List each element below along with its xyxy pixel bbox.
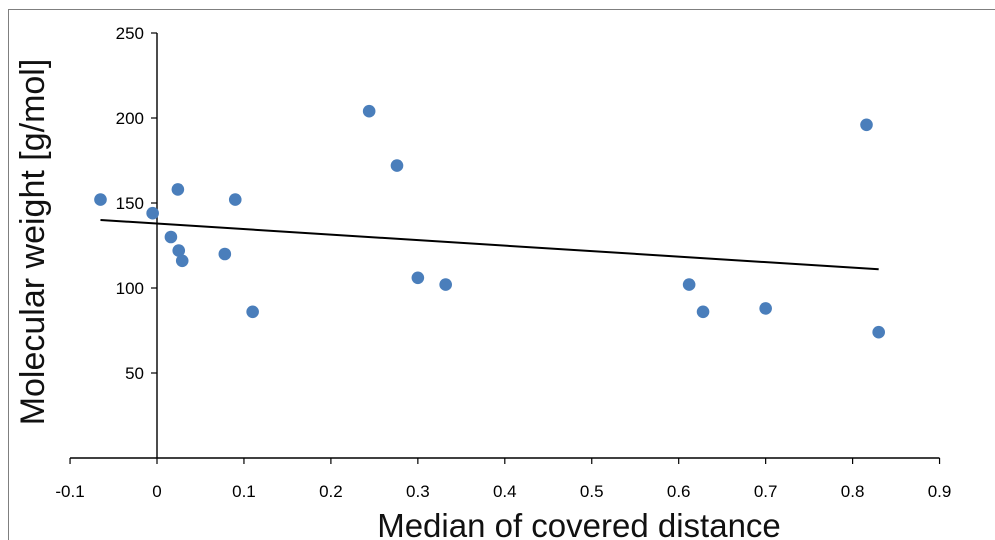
data-point bbox=[172, 244, 186, 257]
x-tick-label: 0.9 bbox=[928, 482, 952, 501]
data-point bbox=[175, 254, 189, 268]
data-point bbox=[860, 118, 873, 132]
chart-frame bbox=[8, 9, 995, 540]
data-point bbox=[94, 193, 107, 206]
data-points bbox=[94, 104, 885, 339]
y-axis-title: Molecular weight [g/mol] bbox=[14, 59, 52, 426]
x-tick-label: 0.7 bbox=[754, 482, 778, 501]
x-tick-label: 0.8 bbox=[841, 482, 865, 501]
data-point bbox=[872, 325, 885, 339]
x-tick-label: 0.4 bbox=[493, 482, 517, 501]
y-tick-label: 250 bbox=[116, 24, 144, 43]
data-point bbox=[696, 305, 710, 319]
trendline bbox=[100, 219, 879, 271]
y-tick-label: 100 bbox=[116, 279, 144, 298]
x-tick-label: -0.1 bbox=[55, 482, 84, 501]
data-point bbox=[362, 104, 376, 118]
x-tick-label: 0.2 bbox=[319, 482, 343, 501]
y-tick-label: 150 bbox=[116, 194, 144, 213]
y-tick-label: 200 bbox=[116, 109, 144, 128]
data-point bbox=[439, 278, 452, 291]
y-tick-label: 50 bbox=[125, 364, 144, 383]
x-tick-label: 0.3 bbox=[406, 482, 430, 501]
x-tick-label: 0 bbox=[152, 482, 161, 501]
data-point bbox=[164, 230, 178, 244]
data-point bbox=[218, 247, 232, 261]
data-point bbox=[146, 206, 159, 220]
tick-labels: 50 100 150 200 250 -0.1 0 0.1 0.2 0.3 0.4 0.5 0.6 0.7… bbox=[55, 24, 951, 501]
data-point bbox=[759, 302, 772, 315]
data-point bbox=[682, 278, 696, 291]
data-point bbox=[411, 271, 425, 285]
data-point bbox=[390, 159, 404, 172]
x-tick-label: 0.6 bbox=[667, 482, 691, 501]
axes bbox=[69, 32, 941, 464]
data-point bbox=[228, 193, 242, 206]
trendline-group bbox=[100, 219, 879, 271]
x-tick-label: 0.5 bbox=[580, 482, 604, 501]
data-point bbox=[171, 183, 185, 196]
x-axis-title: Median of covered distance bbox=[377, 507, 781, 540]
data-point bbox=[246, 305, 259, 319]
x-tick-label: 0.1 bbox=[232, 482, 256, 501]
